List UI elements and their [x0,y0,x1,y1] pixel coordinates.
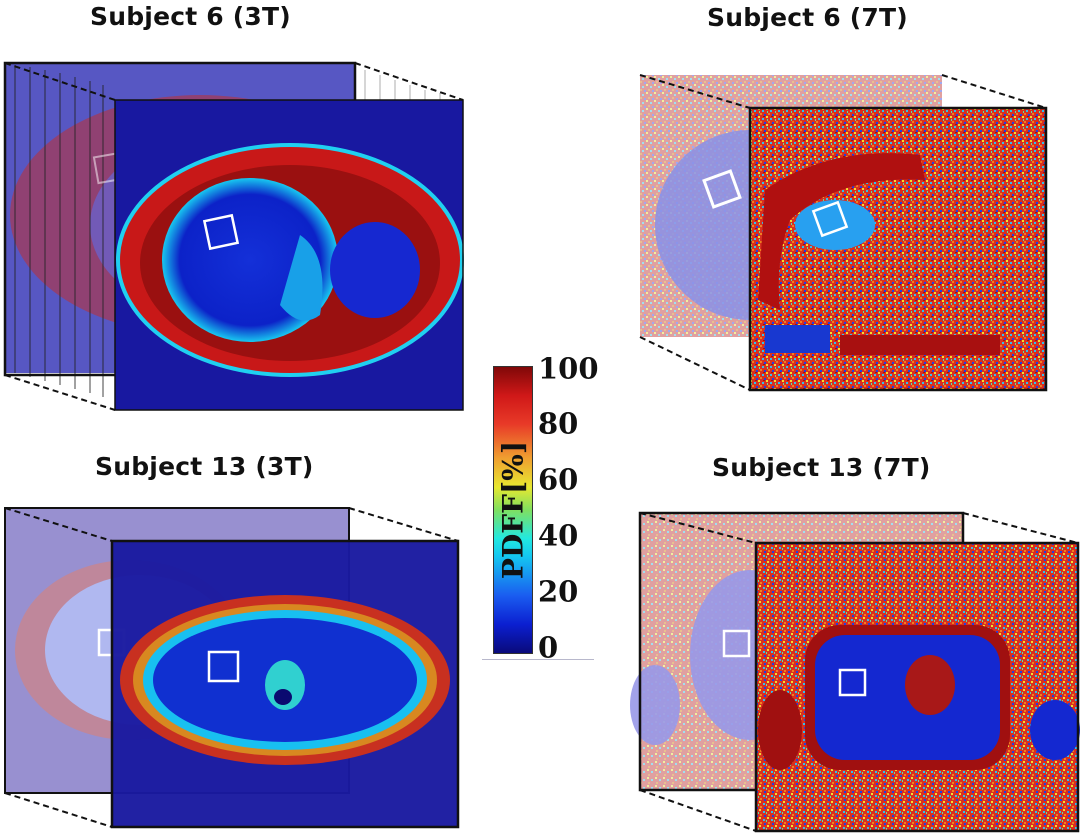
panel-title-subject6-3t: Subject 6 (3T) [90,2,291,31]
pdff-map-subject6-3t [0,55,470,415]
colorbar-tick-100: 100 [538,351,599,386]
colorbar-baseline [482,659,594,660]
pdff-map-subject13-3t [0,505,470,838]
pdff-colorbar [493,366,533,654]
pdff-map-subject13-7t [630,505,1084,838]
colorbar-tick-60: 60 [538,462,579,497]
panel-title-subject13-3t: Subject 13 (3T) [95,452,314,481]
colorbar-tick-40: 40 [538,518,579,553]
panel-title-subject13-7t: Subject 13 (7T) [712,453,931,482]
colorbar-tick-0: 0 [538,630,559,665]
colorbar-tick-80: 80 [538,406,579,441]
panel-title-subject6-7t: Subject 6 (7T) [707,3,908,32]
colorbar-tick-20: 20 [538,574,579,609]
colorbar-label: PDFF[%] [496,440,530,580]
pdff-map-subject6-7t [630,60,1084,400]
